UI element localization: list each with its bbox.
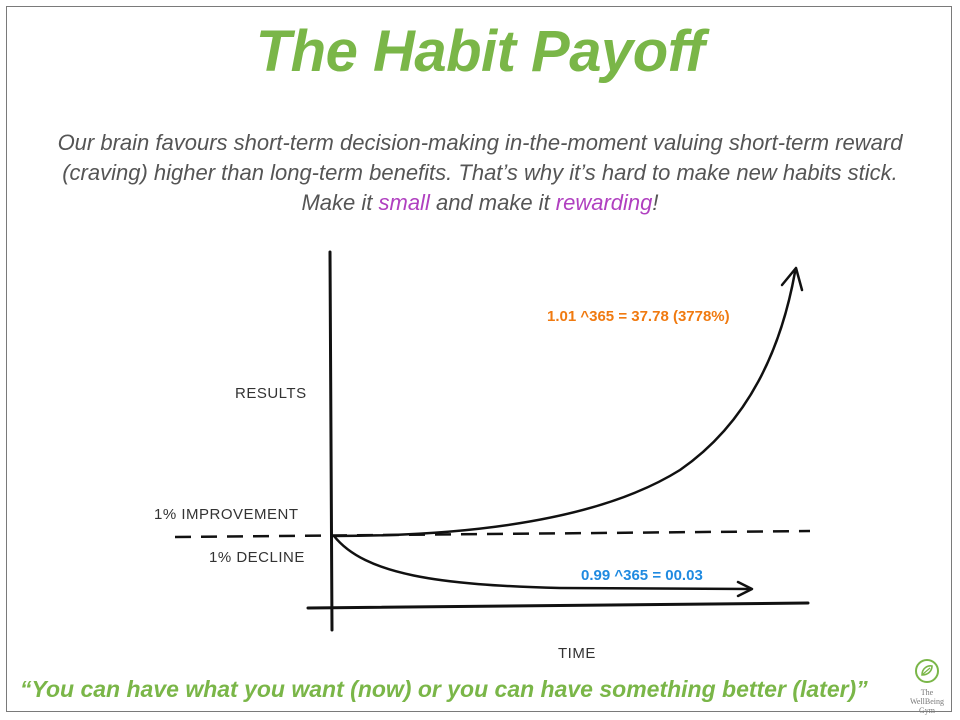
decline-arrowhead (736, 580, 754, 598)
intro-text-1: Our brain favours short-term decision-ma… (57, 130, 903, 215)
logo-line-2: WellBeing (909, 697, 944, 706)
baseline-dashed-line (174, 529, 811, 539)
footer-quote: “You can have what you want (now) or you… (20, 676, 868, 702)
slide-frame (6, 6, 952, 712)
intro-word-small: small (378, 190, 430, 215)
intro-paragraph: Our brain favours short-term decision-ma… (40, 128, 920, 218)
growth-curve (332, 270, 797, 538)
intro-text-2: and make it (429, 190, 556, 215)
decline-label: 1% DECLINE (209, 549, 305, 566)
slide-title: The Habit Payoff (255, 19, 705, 84)
y-axis-line (328, 250, 334, 632)
leaf-circle-icon (915, 659, 939, 683)
decline-formula-label: 0.99 ^365 = 00.03 (581, 567, 703, 584)
wellbeing-gym-logo: The WellBeing Gym (898, 658, 956, 715)
intro-word-rewarding: rewarding (555, 190, 653, 215)
x-axis-label: TIME (558, 645, 596, 662)
y-axis-label: RESULTS (235, 385, 307, 402)
improvement-label: 1% IMPROVEMENT (154, 506, 299, 523)
logo-line-1: The (920, 688, 934, 697)
growth-formula-label: 1.01 ^365 = 37.78 (3778%) (547, 308, 730, 325)
decline-curve (332, 534, 752, 591)
x-axis-line (306, 601, 810, 610)
growth-arrowhead (780, 266, 804, 292)
logo-line-3: Gym (919, 706, 935, 715)
intro-text-3: ! (652, 190, 659, 215)
